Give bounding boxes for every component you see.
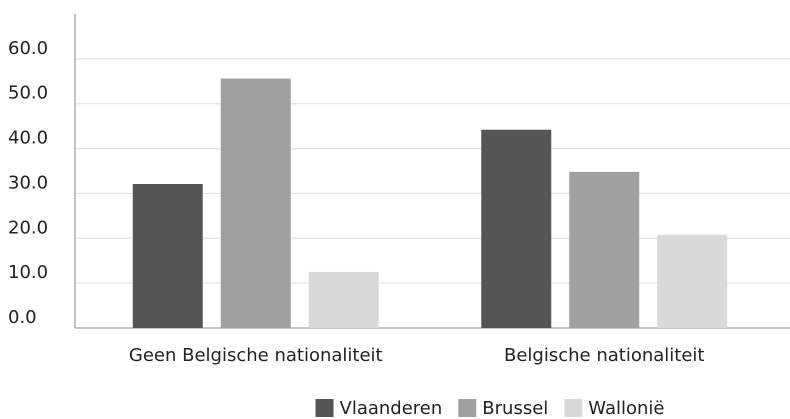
y-tick-label: 30.0 <box>8 172 48 193</box>
y-tick-label: 40.0 <box>8 128 48 149</box>
legend-swatch <box>458 399 477 417</box>
x-tick-label: Belgische nationaliteit <box>504 345 704 366</box>
bar <box>481 129 552 328</box>
bar <box>220 78 291 328</box>
y-tick-label: 10.0 <box>8 262 48 283</box>
legend-label: Vlaanderen <box>340 398 443 419</box>
legend-label: Wallonië <box>588 398 664 419</box>
y-tick-label: 20.0 <box>8 217 48 238</box>
bar <box>657 234 728 328</box>
bar <box>569 171 640 328</box>
legend-swatch <box>564 399 583 417</box>
x-tick-label: Geen Belgische nationaliteit <box>129 345 383 366</box>
bar <box>132 184 203 328</box>
y-tick-label: 0.0 <box>8 307 37 328</box>
y-tick-label: 50.0 <box>8 83 48 104</box>
bar <box>308 271 379 328</box>
legend-label: Brussel <box>482 398 548 419</box>
y-tick-label: 60.0 <box>8 38 48 59</box>
legend-swatch <box>315 399 334 417</box>
